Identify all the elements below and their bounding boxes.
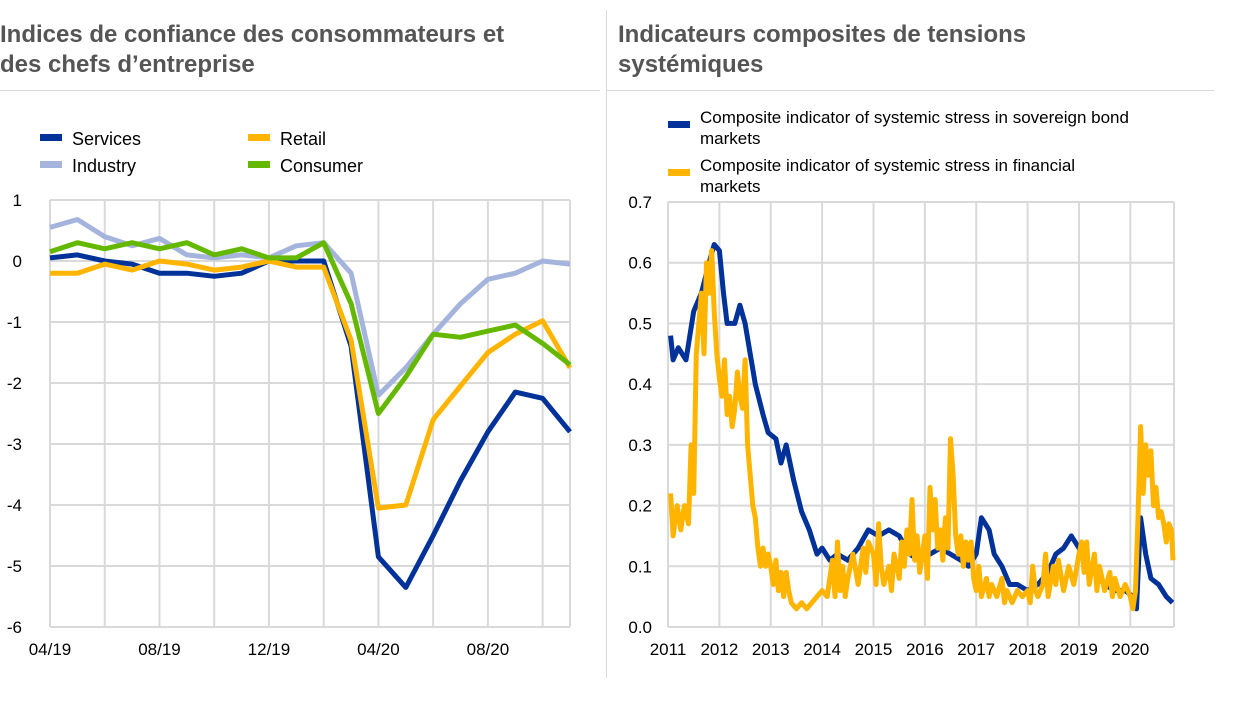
right-x-tick-label: 2015 (855, 640, 893, 659)
left-series-line-consumer (49, 240, 572, 416)
right-chart-title: Indicateurs composites de tensions systé… (618, 21, 1027, 78)
right-x-tick-label: 2018 (1009, 640, 1047, 659)
panel-divider (606, 10, 607, 678)
left-series-line-services (49, 252, 572, 590)
right-y-tick-label: 0.3 (628, 436, 652, 455)
right-y-tick-label: 0.0 (628, 618, 652, 637)
legend-swatch-services (40, 134, 62, 141)
legend-swatch-retail (248, 134, 270, 141)
right-title-divider (606, 90, 1214, 91)
right-x-tick-label: 2012 (700, 640, 738, 659)
left-x-tick-label: 04/20 (357, 640, 400, 659)
left-y-tick-label: 1 (13, 191, 22, 210)
right-series-line-financial-markets (668, 248, 1176, 612)
left-series-line-retail (50, 258, 573, 511)
left-y-tick-label: 0 (13, 252, 22, 271)
legend-swatch-industry (40, 161, 62, 168)
left-chart-panel: Indices de confiance des consommateurs e… (0, 0, 606, 701)
right-y-tick-label: 0.4 (628, 375, 652, 394)
legend-label-retail: Retail (280, 129, 326, 149)
left-title-divider (0, 90, 600, 91)
left-y-tick-label: -3 (7, 435, 22, 454)
right-y-tick-label: 0.6 (628, 254, 652, 273)
right-y-tick-label: 0.5 (628, 314, 652, 333)
left-x-tick-label: 08/19 (138, 640, 181, 659)
right-x-tick-label: 2020 (1111, 640, 1149, 659)
legend-swatch-sovereign-bond (668, 121, 690, 128)
legend-swatch-financial-markets (668, 169, 690, 176)
legend-label-financial-markets: Composite indicator of systemic stress i… (700, 156, 1075, 196)
left-y-tick-label: -1 (7, 313, 22, 332)
right-x-tick-label: 2016 (906, 640, 944, 659)
right-x-tick-label: 2011 (650, 640, 687, 659)
left-x-tick-label: 12/19 (248, 640, 291, 659)
legend-label-consumer: Consumer (280, 156, 363, 176)
right-x-tick-label: 2017 (957, 640, 995, 659)
right-line-chart: 0.7 0.6 0.5 0.4 0.3 0.2 0.1 0.0 2011 2012 2013 2014… (628, 108, 1176, 659)
legend-label-services: Services (72, 129, 141, 149)
left-x-tick-label: 08/20 (467, 640, 510, 659)
right-x-tick-label: 2019 (1060, 640, 1098, 659)
left-line-chart: 1 0 -1 -2 -3 -4 -5 -6 04/19 08/19 12/19 04/20 08/20 S… (7, 129, 573, 659)
right-x-tick-label: 2013 (752, 640, 790, 659)
legend-swatch-consumer (248, 161, 270, 168)
left-x-tick-label: 04/19 (29, 640, 72, 659)
left-y-tick-label: -6 (7, 618, 22, 637)
right-y-tick-label: 0.1 (628, 557, 652, 576)
right-chart-panel: Indicateurs composites de tensions systé… (606, 0, 1240, 701)
left-y-tick-label: -4 (7, 496, 22, 515)
legend-label-industry: Industry (72, 156, 136, 176)
left-y-tick-label: -2 (7, 374, 22, 393)
right-x-tick-label: 2014 (803, 640, 841, 659)
left-chart-title: Indices de confiance des consommateurs e… (0, 21, 505, 78)
left-y-tick-label: -5 (7, 557, 22, 576)
right-y-tick-label: 0.2 (628, 497, 652, 516)
right-y-tick-label: 0.7 (628, 193, 652, 212)
legend-label-sovereign-bond: Composite indicator of systemic stress i… (700, 108, 1129, 148)
